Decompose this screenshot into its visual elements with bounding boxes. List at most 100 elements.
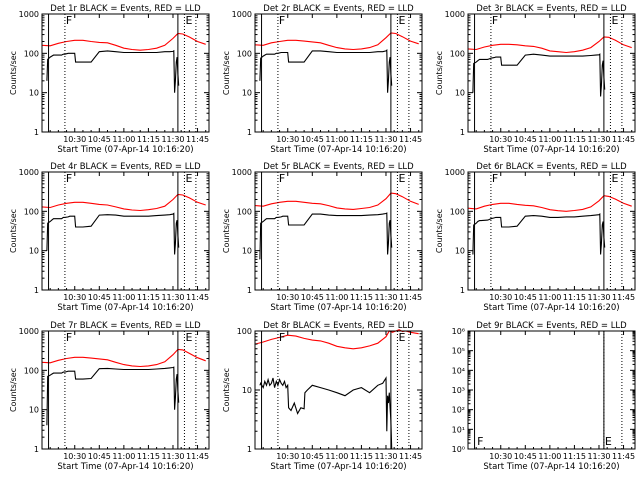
y-tick-label: 10 (455, 247, 465, 256)
y-tick-label: 1 (34, 286, 39, 295)
y-axis-label: Counts/sec (222, 51, 231, 95)
x-tick-label: 10:30 (63, 135, 86, 144)
x-axis-label: Start Time (07-Apr-14 10:16:20) (270, 145, 406, 155)
x-tick-label: 10:30 (63, 293, 86, 302)
x-tick-label: 11:30 (161, 452, 184, 461)
marker-label-f: F (279, 14, 285, 27)
series-lld-line (467, 36, 632, 54)
y-tick-label: 1 (34, 445, 39, 454)
panel-title: Det 1r BLACK = Events, RED = LLD (50, 4, 201, 14)
x-tick-label: 10:45 (514, 135, 537, 144)
x-axis-label: Start Time (07-Apr-14 10:16:20) (57, 145, 193, 155)
y-tick-label: 1 (247, 286, 252, 295)
x-axis-label: Start Time (07-Apr-14 10:16:20) (57, 462, 193, 472)
x-tick-label: 11:15 (137, 293, 160, 302)
y-tick-label: 10 (242, 89, 252, 98)
y-tick-label: 10⁴ (452, 366, 465, 375)
x-tick-label: 11:45 (399, 293, 422, 302)
y-tick-label: 100 (24, 366, 39, 375)
plot-frame (41, 330, 210, 450)
x-tick-label: 11:45 (399, 452, 422, 461)
y-tick-label: 1 (460, 128, 465, 137)
x-tick-label: 10:45 (88, 135, 111, 144)
plot-frame (467, 171, 636, 291)
y-tick-label: 1000 (232, 10, 252, 19)
x-tick-label: 11:00 (325, 135, 348, 144)
y-tick-label: 10 (455, 89, 465, 98)
x-axis-label: Start Time (07-Apr-14 10:16:20) (270, 462, 406, 472)
series-lld-line (254, 192, 419, 210)
x-axis-label: Start Time (07-Apr-14 10:16:20) (483, 462, 619, 472)
x-tick-label: 10:30 (489, 293, 512, 302)
y-tick-label: 1000 (232, 168, 252, 177)
x-tick-label: 11:15 (137, 452, 160, 461)
x-tick-label: 11:45 (612, 452, 635, 461)
x-axis-label: Start Time (07-Apr-14 10:16:20) (57, 303, 193, 313)
y-tick-label: 1 (34, 128, 39, 137)
y-tick-label: 100 (24, 207, 39, 216)
x-tick-label: 11:30 (374, 135, 397, 144)
plot-frame (41, 171, 210, 291)
marker-label-e: E (398, 14, 405, 27)
plot-frame (254, 171, 423, 291)
x-tick-label: 11:00 (538, 293, 561, 302)
x-tick-label: 11:15 (137, 135, 160, 144)
x-tick-label: 11:30 (161, 135, 184, 144)
x-tick-label: 10:30 (276, 452, 299, 461)
x-axis-label: Start Time (07-Apr-14 10:16:20) (270, 303, 406, 313)
marker-label-f: F (66, 14, 72, 27)
y-axis-label: Counts/sec (435, 209, 444, 253)
plot-frame (467, 13, 636, 133)
x-tick-label: 11:45 (186, 135, 209, 144)
y-tick-label: 100 (24, 49, 39, 58)
marker-label-e: E (185, 331, 192, 344)
panel-title: Det 3r BLACK = Events, RED = LLD (476, 4, 627, 14)
x-tick-label: 11:00 (112, 293, 135, 302)
marker-label-e: E (185, 172, 192, 185)
marker-label-f: F (279, 331, 285, 344)
y-tick-label: 100 (237, 207, 252, 216)
marker-label-f: F (66, 172, 72, 185)
x-tick-label: 11:00 (325, 452, 348, 461)
x-tick-label: 10:45 (301, 135, 324, 144)
y-tick-label: 10 (242, 247, 252, 256)
y-tick-label: 1 (247, 128, 252, 137)
x-tick-label: 10:30 (489, 135, 512, 144)
y-tick-label: 1 (460, 286, 465, 295)
marker-label-f: F (66, 331, 72, 344)
series-lld-line (41, 193, 206, 212)
marker-label-f: F (477, 435, 483, 448)
x-tick-label: 11:30 (374, 452, 397, 461)
panel-title: Det 2r BLACK = Events, RED = LLD (263, 4, 414, 14)
marker-label-e: E (398, 172, 405, 185)
series-events-line (46, 49, 180, 93)
y-axis-label: Counts/sec (435, 51, 444, 95)
x-tick-label: 11:30 (587, 135, 610, 144)
x-tick-label: 10:45 (88, 452, 111, 461)
y-tick-label: 1 (247, 445, 252, 454)
x-tick-label: 10:45 (301, 452, 324, 461)
plot-frame (41, 13, 210, 133)
x-tick-label: 10:45 (301, 293, 324, 302)
x-tick-label: 11:15 (350, 293, 373, 302)
x-axis-label: Start Time (07-Apr-14 10:16:20) (483, 145, 619, 155)
x-tick-label: 11:00 (538, 452, 561, 461)
series-events-line (472, 53, 606, 97)
panel-det-9: Det 9r BLACK = Events, RED = LLD F E 10⁰ 10¹… (452, 321, 636, 472)
x-tick-label: 11:15 (350, 135, 373, 144)
x-tick-label: 10:30 (489, 452, 512, 461)
x-tick-label: 11:45 (399, 135, 422, 144)
y-axis-label: Counts/sec (222, 368, 231, 412)
y-tick-label: 10⁵ (452, 347, 465, 356)
x-tick-label: 10:45 (88, 293, 111, 302)
y-tick-label: 10⁶ (452, 327, 465, 336)
series-events-line (46, 212, 180, 255)
plot-frame (254, 13, 423, 133)
x-tick-label: 11:45 (612, 293, 635, 302)
x-tick-label: 11:15 (563, 135, 586, 144)
x-tick-label: 11:00 (325, 293, 348, 302)
